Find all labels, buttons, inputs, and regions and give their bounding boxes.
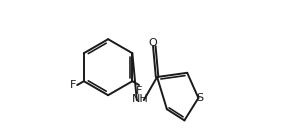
- Text: S: S: [196, 93, 203, 103]
- Text: F: F: [70, 80, 76, 90]
- Text: F: F: [136, 86, 142, 96]
- Text: O: O: [149, 38, 157, 48]
- Text: NH: NH: [132, 94, 149, 104]
